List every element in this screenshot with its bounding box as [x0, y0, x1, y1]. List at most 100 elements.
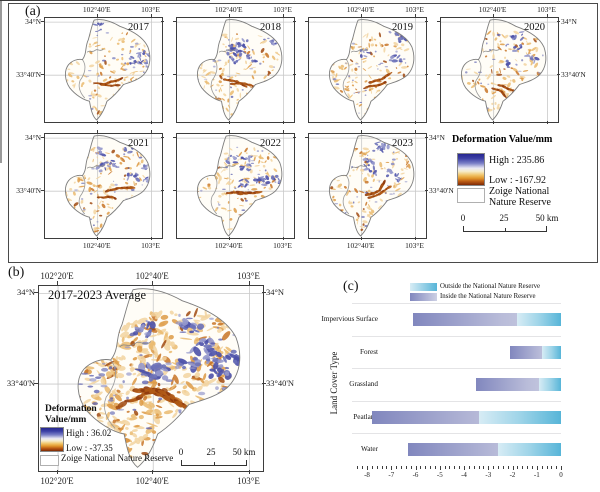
graticule-tick	[262, 383, 266, 385]
x-tick-label: -1	[533, 471, 540, 479]
x-tick-label: -2	[509, 471, 516, 479]
x-minor-tick	[381, 466, 383, 469]
map-2023: 2023	[308, 133, 427, 239]
graticule-tick	[492, 121, 494, 124]
b-lat-label-left: 34°N	[16, 287, 35, 298]
lon-label: 102°40'E	[214, 241, 243, 250]
graticule-tick	[57, 281, 58, 285]
x-minor-tick	[468, 466, 470, 469]
year-label-2021: 2021	[128, 138, 149, 149]
graticule-tick	[96, 14, 98, 17]
lon-label: 103°E	[405, 241, 424, 250]
graticule-tick	[425, 137, 428, 139]
graticule-tick	[96, 121, 98, 124]
graticule-tick	[150, 121, 152, 124]
bar-outside-water	[497, 443, 561, 456]
x-minor-tick	[420, 466, 422, 469]
x-minor-tick	[527, 466, 528, 469]
graticule-tick	[546, 121, 548, 124]
panel-a-label: (a)	[25, 4, 41, 19]
x-minor-tick	[357, 466, 359, 469]
legend-low-label: Low : -167.92	[489, 175, 546, 186]
map-graphic	[309, 134, 426, 238]
graticule-tick	[557, 74, 560, 76]
graticule-tick	[41, 74, 44, 76]
category-label-impervious-surface: Impervious Surface	[321, 315, 378, 323]
graticule-tick	[293, 190, 296, 192]
x-tick-label: -6	[412, 471, 419, 479]
graticule-tick	[305, 21, 308, 23]
map-graphic	[45, 134, 162, 238]
graticule-tick	[34, 383, 38, 385]
b-reserve-swatch	[40, 455, 59, 466]
map-2019: 2019	[308, 17, 427, 123]
graticule-tick	[414, 14, 416, 17]
map-graphic	[45, 18, 162, 122]
x-minor-tick	[517, 466, 519, 469]
x-minor-tick	[425, 466, 427, 469]
graticule-tick	[360, 130, 362, 133]
graticule-tick	[41, 137, 44, 139]
x-minor-tick	[449, 466, 451, 469]
b-legend-title-2: Value/mm	[45, 415, 87, 425]
category-label-grassland: Grassland	[349, 380, 378, 388]
b-scalebar	[181, 460, 247, 466]
b-scalebar-50km: 50 km	[232, 447, 256, 457]
bar-outside-impervious-surface	[517, 313, 561, 326]
x-tick-label: -4	[461, 471, 467, 479]
lon-label: 103°E	[405, 5, 424, 14]
b-scalebar-25: 25	[206, 447, 216, 457]
x-major-tick	[536, 466, 538, 470]
x-minor-tick	[454, 466, 456, 469]
graticule-tick	[150, 130, 152, 133]
category-separator	[352, 433, 561, 435]
b-lat-label-right: 33°40'N	[266, 378, 295, 389]
graticule-tick	[152, 470, 154, 474]
x-minor-tick	[478, 466, 480, 469]
lat-label: 34°N	[25, 16, 41, 26]
lon-label: 102°40'E	[346, 241, 375, 250]
lat-label: 33°40'N	[16, 69, 41, 79]
map-graphic	[309, 18, 426, 122]
graticule-tick	[173, 21, 176, 23]
graticule-tick	[248, 281, 250, 285]
x-major-tick	[391, 466, 393, 470]
graticule-tick	[96, 130, 98, 133]
colorbar-gradient	[457, 153, 485, 186]
graticule-tick	[262, 292, 266, 294]
graticule-tick	[173, 190, 176, 192]
bar-outside-forest	[541, 345, 561, 359]
category-separator	[352, 335, 561, 337]
x-minor-tick	[430, 466, 431, 469]
graticule-tick	[41, 190, 44, 192]
year-label-2020: 2020	[524, 22, 545, 33]
lon-label: 103°E	[537, 5, 556, 14]
x-tick-label: 0	[559, 471, 563, 479]
reserve-swatch	[457, 188, 485, 203]
graticule-tick	[161, 21, 164, 23]
graticule-tick	[492, 14, 494, 17]
map-graphic	[441, 18, 558, 122]
lon-label: 103°E	[273, 241, 292, 250]
x-minor-tick	[444, 466, 446, 469]
graticule-tick	[282, 14, 284, 17]
x-minor-tick	[362, 466, 364, 469]
x-major-tick	[488, 466, 490, 470]
bar-outside-peatland	[478, 410, 561, 424]
x-tick-label: -3	[485, 471, 492, 479]
graticule-tick	[557, 21, 560, 23]
b-scalebar-0: 0	[178, 447, 184, 457]
b-lon-label-bottom: 102°40'E	[135, 476, 169, 486]
x-tick-label: -8	[364, 471, 370, 479]
legend-swatch-inside	[410, 293, 437, 301]
graticule-tick	[161, 137, 164, 139]
graticule-tick	[425, 21, 428, 23]
x-major-tick	[367, 466, 368, 470]
x-minor-tick	[507, 466, 509, 469]
x-minor-tick	[401, 466, 402, 469]
x-axis-line	[0, 0, 210, 1]
map-graphic	[177, 134, 294, 238]
graticule-tick	[228, 130, 230, 133]
graticule-tick	[360, 14, 362, 17]
x-major-tick	[561, 466, 562, 470]
